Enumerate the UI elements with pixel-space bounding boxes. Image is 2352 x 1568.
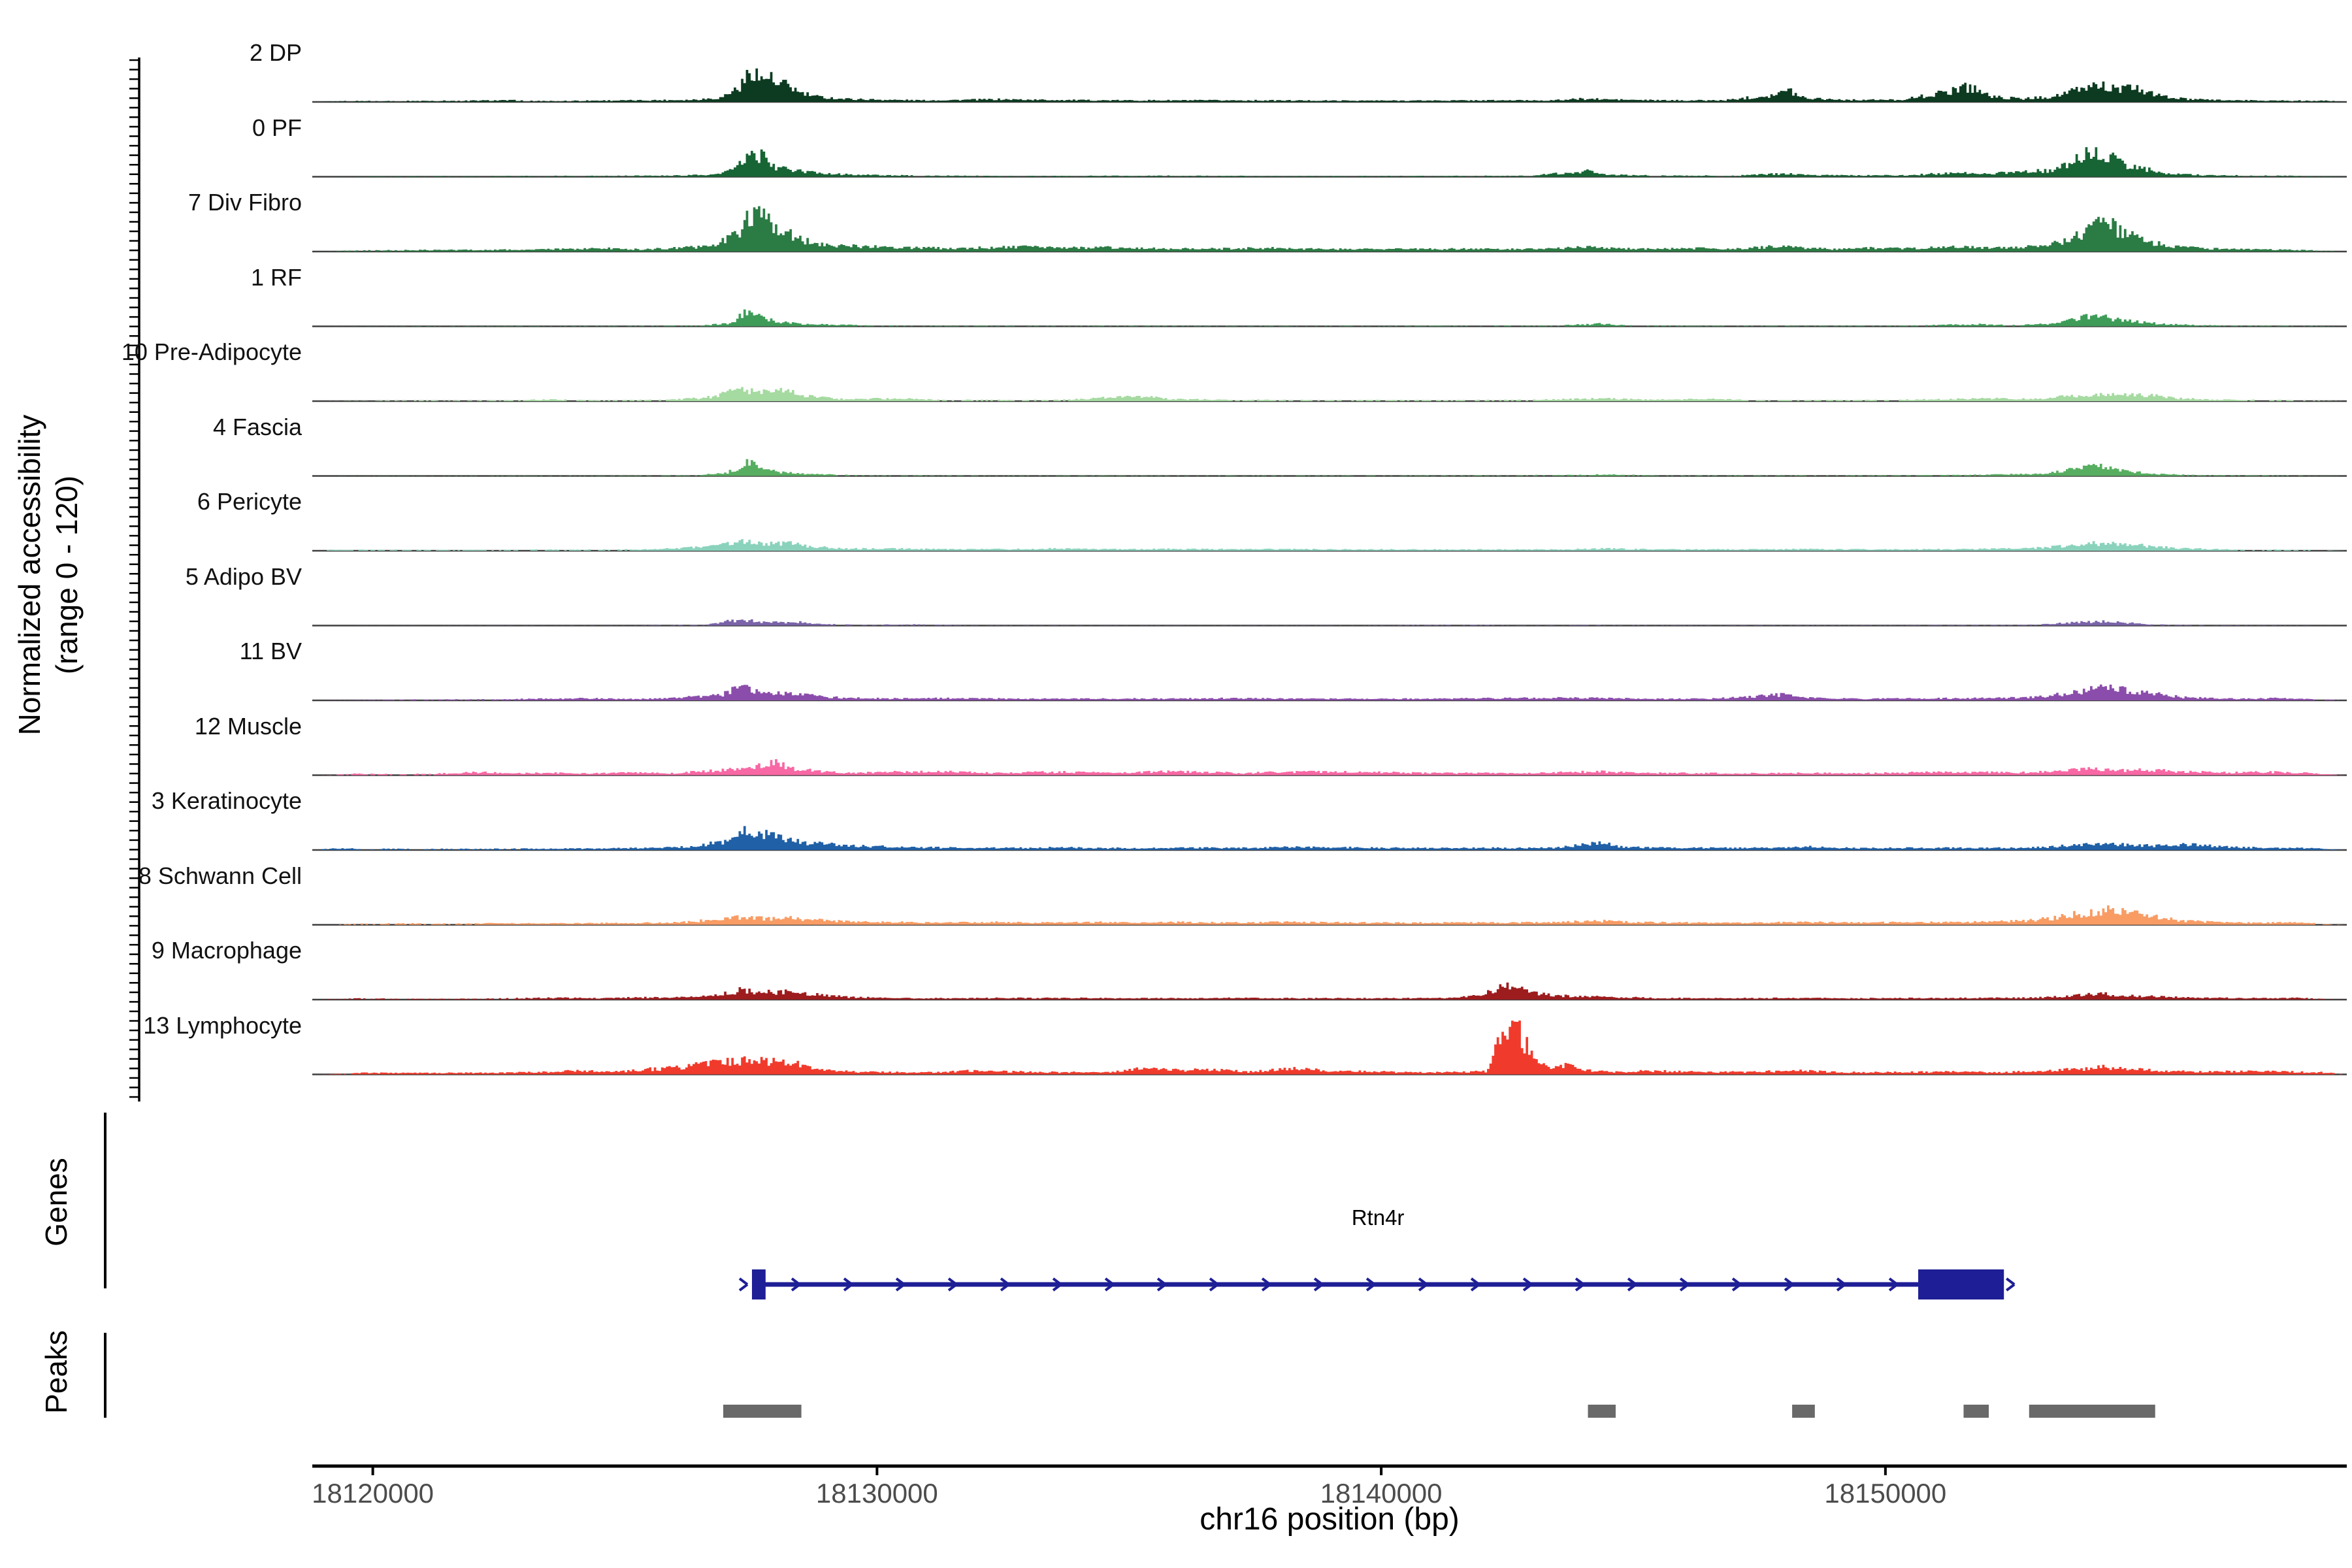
track-signal-10-pre-adipocyte [312, 387, 2347, 401]
track-label-7-div-fibro: 7 Div Fibro [188, 189, 302, 216]
gene-exon-end [1918, 1269, 2004, 1299]
track-signal-7-div-fibro [312, 206, 2347, 252]
x-tick-label: 18120000 [312, 1478, 434, 1509]
gene-strand-arrow [1104, 1277, 1115, 1292]
gene-exon-tss [751, 1269, 766, 1299]
gene-strand-arrow [1784, 1277, 1794, 1292]
gene-strand-arrow [1313, 1277, 1324, 1292]
track-signal-3-keratinocyte [312, 826, 2347, 850]
gene-strand-arrow [2006, 1277, 2016, 1292]
x-axis-title: chr16 position (bp) [1200, 1502, 1460, 1537]
track-signal-4-fascia [312, 459, 2347, 476]
track-signal-8-schwann-cell [312, 905, 2347, 925]
track-label-5-adipo-bv: 5 Adipo BV [185, 563, 302, 590]
track-label-4-fascia: 4 Fascia [212, 413, 302, 440]
gene-name-label: Rtn4r [1351, 1205, 1405, 1230]
gene-strand-arrow [738, 1277, 749, 1292]
track-signal-5-adipo-bv [312, 619, 2347, 626]
gene-strand-arrow [1627, 1277, 1637, 1292]
x-tick-label: 18140000 [1320, 1478, 1443, 1509]
peak-region [2029, 1405, 2155, 1418]
gene-strand-arrow [1156, 1277, 1167, 1292]
track-label-1-rf: 1 RF [250, 263, 302, 291]
track-label-3-keratinocyte: 3 Keratinocyte [151, 787, 302, 814]
peak-region [1963, 1405, 1989, 1418]
gene-strand-arrow [1000, 1277, 1010, 1292]
peak-region [1588, 1405, 1616, 1418]
gene-strand-arrow [1679, 1277, 1690, 1292]
gene-strand-arrow [1522, 1277, 1533, 1292]
genes-section-label: Genes [39, 1158, 73, 1247]
gene-strand-arrow [1261, 1277, 1271, 1292]
gene-strand-arrow [791, 1277, 801, 1292]
gene-strand-arrow [947, 1277, 958, 1292]
track-label-12-muscle: 12 Muscle [194, 712, 302, 740]
gene-strand-arrow [1209, 1277, 1219, 1292]
track-signal-0-pf [312, 147, 2347, 177]
track-signal-1-rf [312, 309, 2347, 327]
gene-strand-arrow [1470, 1277, 1480, 1292]
track-signal-9-macrophage [312, 982, 2347, 1000]
track-signal-2-dp [312, 68, 2347, 102]
peak-region [723, 1405, 802, 1418]
track-signal-6-pericyte [312, 539, 2347, 551]
track-label-10-pre-adipocyte: 10 Pre-Adipocyte [121, 338, 302, 365]
track-signal-11-bv [312, 684, 2347, 700]
gene-strand-arrow [1731, 1277, 1742, 1292]
gene-strand-arrow [1836, 1277, 1846, 1292]
track-label-0-pf: 0 PF [252, 114, 302, 141]
gene-strand-arrow [843, 1277, 853, 1292]
gene-strand-arrow [1418, 1277, 1428, 1292]
track-label-9-macrophage: 9 Macrophage [151, 937, 302, 964]
peak-region [1792, 1405, 1815, 1418]
gene-strand-arrow [1888, 1277, 1899, 1292]
gene-strand-arrow [1365, 1277, 1376, 1292]
track-label-6-pericyte: 6 Pericyte [197, 488, 302, 515]
gene-strand-arrow [1052, 1277, 1062, 1292]
track-label-11-bv: 11 BV [239, 638, 302, 664]
track-label-13-lymphocyte: 13 Lymphocyte [143, 1011, 302, 1039]
gene-strand-arrow [895, 1277, 906, 1292]
track-signal-13-lymphocyte [312, 1021, 2347, 1075]
x-tick-label: 18130000 [815, 1478, 938, 1509]
track-label-8-schwann-cell: 8 Schwann Cell [138, 862, 302, 889]
peaks-section-label: Peaks [39, 1330, 73, 1414]
track-label-2-dp: 2 DP [249, 39, 302, 66]
gene-strand-arrow [1575, 1277, 1585, 1292]
track-signal-12-muscle [312, 759, 2347, 776]
x-tick-label: 18150000 [1824, 1478, 1947, 1509]
